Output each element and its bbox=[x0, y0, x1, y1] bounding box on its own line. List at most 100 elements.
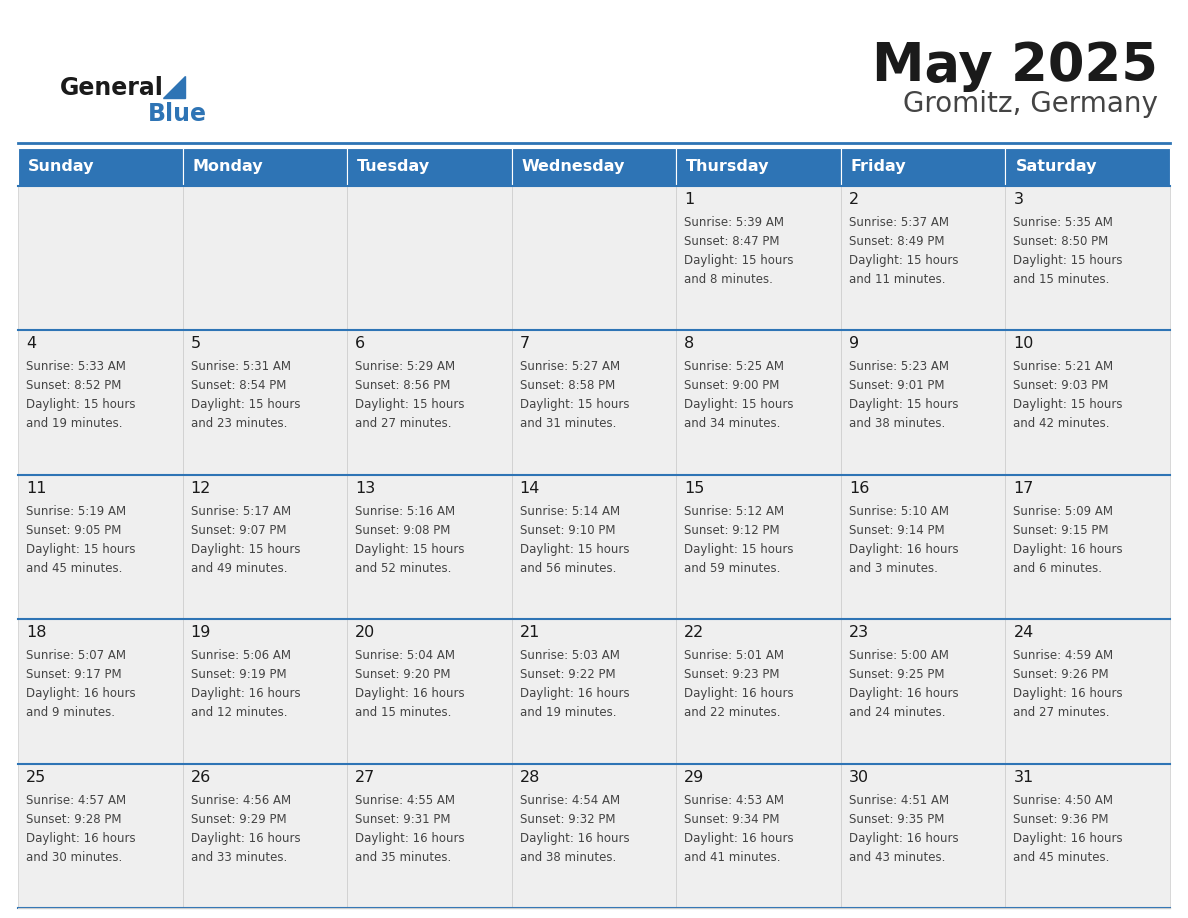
Text: Sunrise: 4:54 AM: Sunrise: 4:54 AM bbox=[519, 793, 620, 807]
Text: Sunset: 9:03 PM: Sunset: 9:03 PM bbox=[1013, 379, 1108, 392]
Text: and 35 minutes.: and 35 minutes. bbox=[355, 851, 451, 864]
Text: 8: 8 bbox=[684, 336, 695, 352]
Text: Sunday: Sunday bbox=[29, 160, 95, 174]
Text: and 9 minutes.: and 9 minutes. bbox=[26, 706, 115, 719]
Bar bbox=[18, 475, 183, 620]
Text: and 38 minutes.: and 38 minutes. bbox=[519, 851, 615, 864]
Text: 1: 1 bbox=[684, 192, 695, 207]
Text: Sunrise: 5:06 AM: Sunrise: 5:06 AM bbox=[190, 649, 291, 662]
Text: Daylight: 16 hours: Daylight: 16 hours bbox=[1013, 832, 1123, 845]
Text: 7: 7 bbox=[519, 336, 530, 352]
Text: Sunrise: 5:31 AM: Sunrise: 5:31 AM bbox=[190, 361, 291, 374]
Text: Sunset: 9:28 PM: Sunset: 9:28 PM bbox=[26, 812, 121, 825]
Text: General: General bbox=[61, 76, 164, 100]
Text: 28: 28 bbox=[519, 769, 541, 785]
Text: Daylight: 15 hours: Daylight: 15 hours bbox=[1013, 254, 1123, 267]
Text: Daylight: 16 hours: Daylight: 16 hours bbox=[355, 688, 465, 700]
Text: Sunset: 9:19 PM: Sunset: 9:19 PM bbox=[190, 668, 286, 681]
Text: Sunrise: 5:35 AM: Sunrise: 5:35 AM bbox=[1013, 216, 1113, 229]
Text: Sunset: 9:36 PM: Sunset: 9:36 PM bbox=[1013, 812, 1108, 825]
Text: 26: 26 bbox=[190, 769, 210, 785]
Text: Sunset: 9:01 PM: Sunset: 9:01 PM bbox=[849, 379, 944, 392]
Bar bbox=[18, 148, 183, 186]
Bar bbox=[347, 764, 512, 908]
Text: and 15 minutes.: and 15 minutes. bbox=[1013, 273, 1110, 286]
Text: and 56 minutes.: and 56 minutes. bbox=[519, 562, 617, 575]
Text: Sunrise: 5:17 AM: Sunrise: 5:17 AM bbox=[190, 505, 291, 518]
Text: Sunrise: 4:57 AM: Sunrise: 4:57 AM bbox=[26, 793, 126, 807]
Text: and 34 minutes.: and 34 minutes. bbox=[684, 418, 781, 431]
Text: Sunset: 9:25 PM: Sunset: 9:25 PM bbox=[849, 668, 944, 681]
Text: Sunrise: 5:00 AM: Sunrise: 5:00 AM bbox=[849, 649, 949, 662]
Text: Sunset: 8:50 PM: Sunset: 8:50 PM bbox=[1013, 235, 1108, 248]
Text: Monday: Monday bbox=[192, 160, 264, 174]
Bar bbox=[676, 330, 841, 475]
Bar bbox=[183, 330, 347, 475]
Text: Daylight: 16 hours: Daylight: 16 hours bbox=[1013, 688, 1123, 700]
Text: 16: 16 bbox=[849, 481, 870, 496]
Text: Daylight: 15 hours: Daylight: 15 hours bbox=[519, 398, 630, 411]
Text: and 23 minutes.: and 23 minutes. bbox=[190, 418, 287, 431]
Text: Daylight: 16 hours: Daylight: 16 hours bbox=[684, 688, 794, 700]
Text: Sunrise: 5:25 AM: Sunrise: 5:25 AM bbox=[684, 361, 784, 374]
Text: and 12 minutes.: and 12 minutes. bbox=[190, 706, 287, 719]
Polygon shape bbox=[163, 76, 185, 98]
Text: 3: 3 bbox=[1013, 192, 1023, 207]
Text: Sunset: 9:00 PM: Sunset: 9:00 PM bbox=[684, 379, 779, 392]
Text: Daylight: 15 hours: Daylight: 15 hours bbox=[190, 398, 301, 411]
Text: Sunset: 8:47 PM: Sunset: 8:47 PM bbox=[684, 235, 779, 248]
Bar bbox=[1005, 620, 1170, 764]
Bar bbox=[183, 148, 347, 186]
Text: 29: 29 bbox=[684, 769, 704, 785]
Text: Sunset: 9:34 PM: Sunset: 9:34 PM bbox=[684, 812, 779, 825]
Text: Daylight: 15 hours: Daylight: 15 hours bbox=[355, 398, 465, 411]
Bar bbox=[183, 475, 347, 620]
Text: Sunrise: 5:37 AM: Sunrise: 5:37 AM bbox=[849, 216, 949, 229]
Bar bbox=[512, 186, 676, 330]
Text: Sunset: 8:49 PM: Sunset: 8:49 PM bbox=[849, 235, 944, 248]
Text: Daylight: 16 hours: Daylight: 16 hours bbox=[1013, 543, 1123, 555]
Text: Sunset: 9:05 PM: Sunset: 9:05 PM bbox=[26, 524, 121, 537]
Text: Daylight: 15 hours: Daylight: 15 hours bbox=[849, 254, 959, 267]
Text: Sunrise: 5:12 AM: Sunrise: 5:12 AM bbox=[684, 505, 784, 518]
Text: Sunset: 9:08 PM: Sunset: 9:08 PM bbox=[355, 524, 450, 537]
Bar bbox=[512, 475, 676, 620]
Text: and 24 minutes.: and 24 minutes. bbox=[849, 706, 946, 719]
Text: Sunrise: 5:23 AM: Sunrise: 5:23 AM bbox=[849, 361, 949, 374]
Text: and 22 minutes.: and 22 minutes. bbox=[684, 706, 781, 719]
Bar bbox=[676, 620, 841, 764]
Text: Daylight: 15 hours: Daylight: 15 hours bbox=[26, 398, 135, 411]
Text: and 30 minutes.: and 30 minutes. bbox=[26, 851, 122, 864]
Text: 24: 24 bbox=[1013, 625, 1034, 640]
Text: 10: 10 bbox=[1013, 336, 1034, 352]
Text: Thursday: Thursday bbox=[687, 160, 770, 174]
Text: Sunrise: 4:56 AM: Sunrise: 4:56 AM bbox=[190, 793, 291, 807]
Text: and 27 minutes.: and 27 minutes. bbox=[355, 418, 451, 431]
Bar bbox=[1005, 148, 1170, 186]
Text: and 15 minutes.: and 15 minutes. bbox=[355, 706, 451, 719]
Text: and 6 minutes.: and 6 minutes. bbox=[1013, 562, 1102, 575]
Text: Sunrise: 4:53 AM: Sunrise: 4:53 AM bbox=[684, 793, 784, 807]
Bar bbox=[841, 186, 1005, 330]
Bar bbox=[18, 764, 183, 908]
Bar bbox=[512, 148, 676, 186]
Text: and 27 minutes.: and 27 minutes. bbox=[1013, 706, 1110, 719]
Bar bbox=[676, 148, 841, 186]
Bar bbox=[1005, 330, 1170, 475]
Bar bbox=[347, 330, 512, 475]
Text: and 8 minutes.: and 8 minutes. bbox=[684, 273, 773, 286]
Text: 13: 13 bbox=[355, 481, 375, 496]
Text: Sunrise: 5:07 AM: Sunrise: 5:07 AM bbox=[26, 649, 126, 662]
Text: Daylight: 15 hours: Daylight: 15 hours bbox=[684, 543, 794, 555]
Text: 4: 4 bbox=[26, 336, 36, 352]
Text: Sunrise: 5:21 AM: Sunrise: 5:21 AM bbox=[1013, 361, 1113, 374]
Bar bbox=[676, 186, 841, 330]
Text: 14: 14 bbox=[519, 481, 541, 496]
Text: Daylight: 16 hours: Daylight: 16 hours bbox=[849, 688, 959, 700]
Bar bbox=[676, 764, 841, 908]
Text: and 19 minutes.: and 19 minutes. bbox=[519, 706, 617, 719]
Text: and 11 minutes.: and 11 minutes. bbox=[849, 273, 946, 286]
Text: Sunrise: 4:59 AM: Sunrise: 4:59 AM bbox=[1013, 649, 1113, 662]
Text: Daylight: 16 hours: Daylight: 16 hours bbox=[849, 543, 959, 555]
Text: and 41 minutes.: and 41 minutes. bbox=[684, 851, 781, 864]
